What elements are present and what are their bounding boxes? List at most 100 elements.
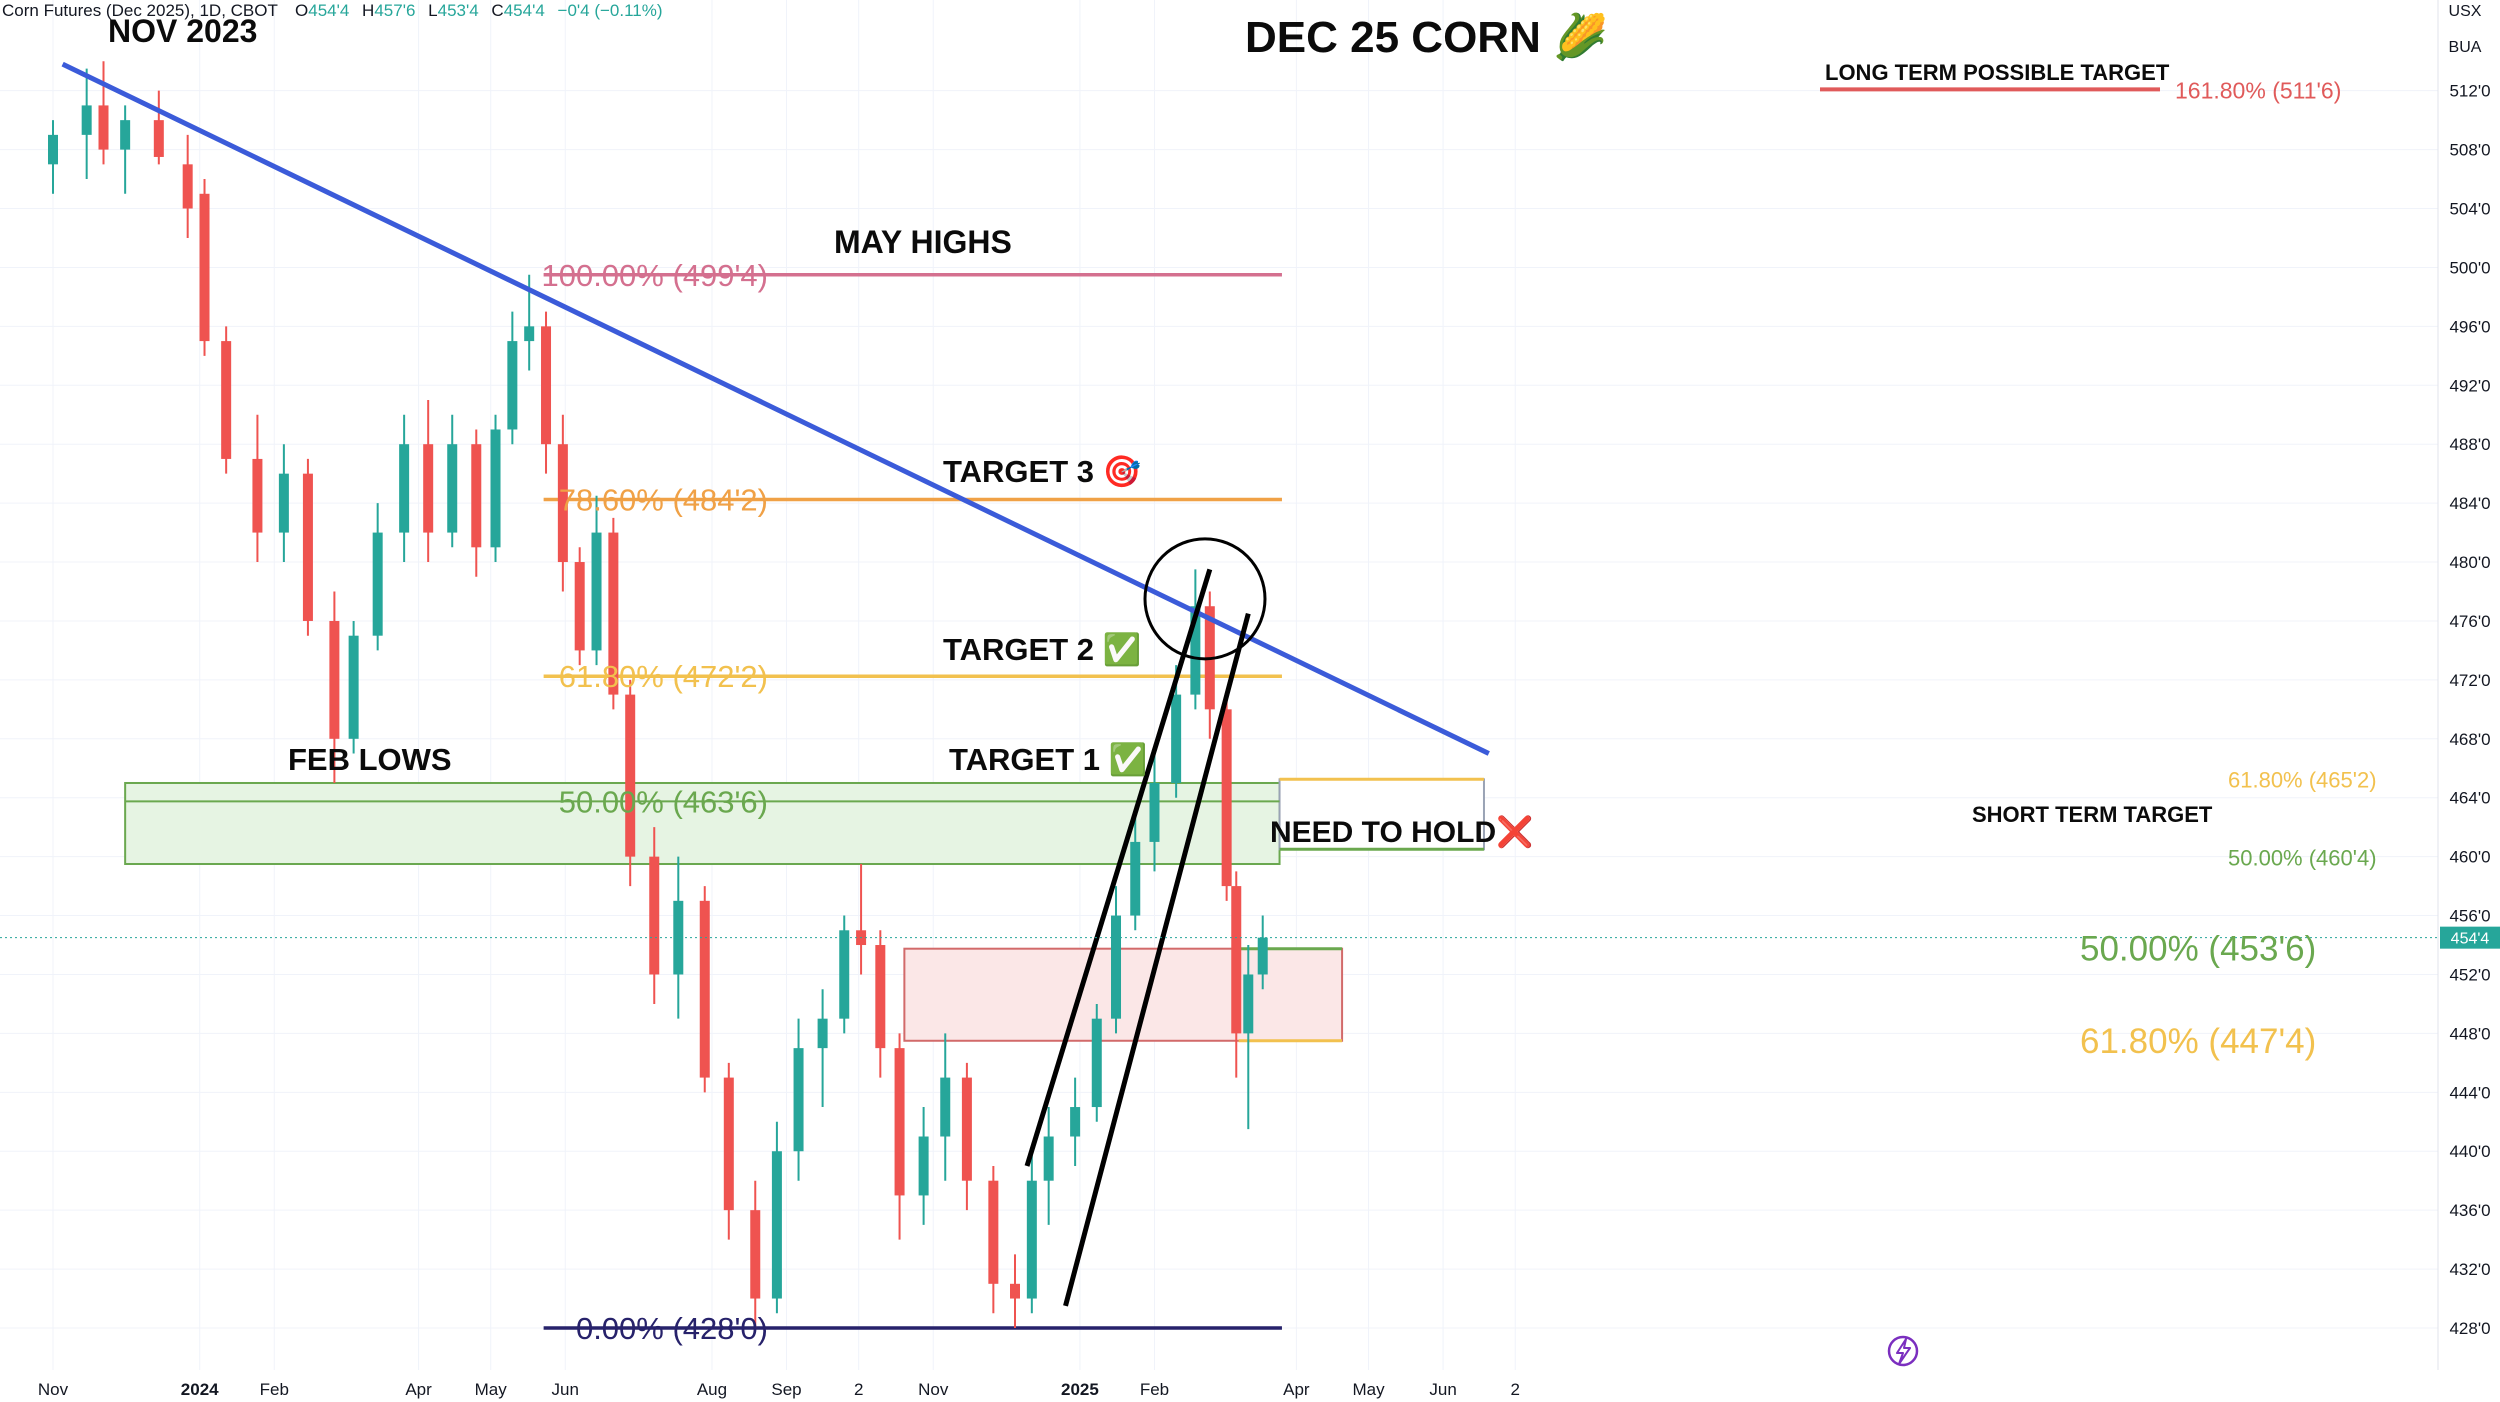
candle-body [673,900,684,975]
close-value: 454'4 [504,1,545,20]
candle[interactable] [81,68,92,180]
candle-body [699,900,710,1078]
candle[interactable] [591,495,602,666]
candle-body [182,164,193,209]
candle[interactable] [940,1033,951,1181]
support-fib-label: 50.00% (453'6) [2080,930,2316,969]
candle[interactable] [1091,1003,1102,1122]
long-term-target-value: 161.80% (511'6) [2175,77,2341,103]
time-tick-label: Jun [1429,1380,1456,1399]
candle[interactable] [329,591,340,783]
price-tick-label: 500'0 [2449,258,2490,277]
candle[interactable] [278,444,289,563]
low-value: 453'4 [438,1,479,20]
label-may-highs: MAY HIGHS [834,224,1012,260]
candle[interactable] [507,311,518,445]
candle[interactable] [557,414,568,592]
candle[interactable] [1026,1151,1037,1314]
candle[interactable] [471,429,482,577]
candle-body [625,694,636,857]
candle[interactable] [348,620,359,754]
candle[interactable] [48,120,58,194]
candle-body [750,1210,761,1299]
low-label: L [428,1,437,20]
price-tick-label: 432'0 [2449,1260,2490,1279]
candle[interactable] [221,326,232,474]
high-value: 457'6 [374,1,415,20]
candle[interactable] [252,414,263,563]
candle[interactable] [1010,1254,1020,1328]
candle[interactable] [894,1033,905,1240]
candle[interactable] [1111,886,1122,1034]
candle-body [98,105,109,150]
label-target-2: TARGET 2 ✅ [943,631,1141,667]
candle-body [153,120,164,157]
price-tick-label: 472'0 [2449,671,2490,690]
candle-body [221,341,232,459]
candle[interactable] [153,90,164,165]
candle[interactable] [423,400,434,563]
candle[interactable] [1243,945,1254,1130]
candle[interactable] [771,1121,782,1314]
price-tick-label: 464'0 [2449,789,2490,808]
unit-label: BUA [2449,39,2482,56]
candle[interactable] [1149,753,1160,872]
candle[interactable] [1130,812,1141,931]
fib-label: 78.60% (484'2) [559,482,768,517]
symbol-info: Corn Futures (Dec 2025), 1D, CBOT [2,1,278,20]
time-tick-label: Feb [260,1380,289,1399]
lightning-icon[interactable] [1887,1335,1919,1367]
candle[interactable] [574,547,585,666]
candle-body [120,120,131,150]
candle[interactable] [1231,871,1242,1078]
candle[interactable] [817,989,828,1108]
candle[interactable] [839,915,850,1034]
price-tick-label: 460'0 [2449,848,2490,867]
candle[interactable] [608,517,619,710]
candle-body [591,532,602,651]
candle[interactable] [1190,569,1201,710]
candle-body [278,473,289,533]
candle[interactable] [793,1018,804,1181]
time-tick-label: 2 [854,1380,863,1399]
candle[interactable] [750,1180,761,1328]
candle[interactable] [182,134,193,238]
candle[interactable] [988,1165,999,1314]
close-label: C [491,1,503,20]
candle[interactable] [1070,1077,1081,1166]
candle[interactable] [1221,694,1232,901]
candle[interactable] [302,458,313,636]
candle[interactable] [399,414,410,563]
candle[interactable] [1257,915,1268,990]
candle[interactable] [199,179,210,356]
candle[interactable] [875,930,886,1078]
candle[interactable] [98,61,109,165]
candle[interactable] [699,886,710,1093]
price-axis[interactable]: 512'0 508'0 504'0 500'0 496'0 492'0 488'0 484'0… [2440,82,2500,1338]
candle[interactable] [625,679,636,887]
candle[interactable] [120,105,131,194]
candle-body [1149,782,1160,842]
lines-layer [0,61,2438,1307]
last-price-label: 454'4 [2451,931,2490,948]
time-axis[interactable]: Nov 2024 Feb Apr May Jun Aug Sep 2 Nov 2025 Feb Apr M… [38,1380,1520,1399]
candles-layer[interactable] [48,61,1268,1328]
time-tick-label: Nov [918,1380,949,1399]
candle[interactable] [673,856,684,1019]
fib-label: 61.80% (472'2) [559,659,768,694]
fib-label: 0.00% (428'0) [576,1311,768,1346]
time-tick-label: 2 [1511,1380,1520,1399]
time-tick-label: May [1352,1380,1385,1399]
price-tick-label: 456'0 [2449,907,2490,926]
candle[interactable] [447,414,458,548]
candle[interactable] [372,503,383,651]
candle[interactable] [649,827,660,1004]
candle[interactable] [541,311,552,474]
candle[interactable] [490,414,501,563]
candle[interactable] [918,1107,929,1225]
candle[interactable] [723,1062,734,1240]
candle[interactable] [1043,1107,1054,1225]
candle[interactable] [961,1062,972,1211]
